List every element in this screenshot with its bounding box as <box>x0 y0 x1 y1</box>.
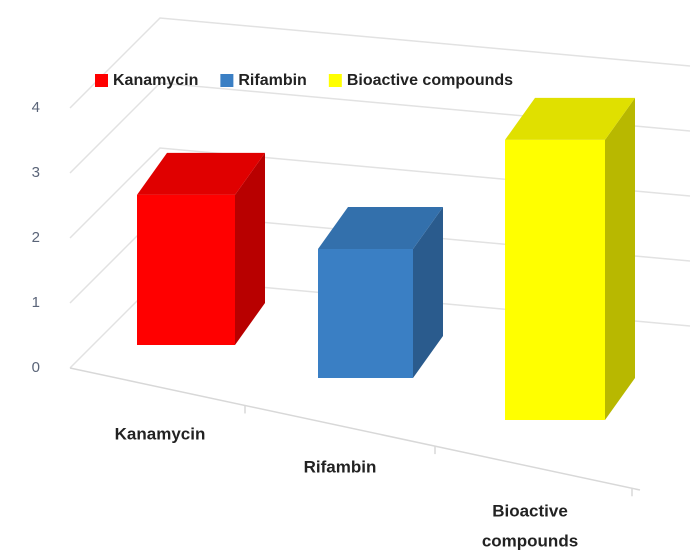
legend-label: Kanamycin <box>113 72 198 89</box>
bar-side <box>605 97 635 420</box>
bar-side <box>235 152 265 345</box>
legend-label: Bioactive compounds <box>347 72 513 89</box>
bar <box>505 139 605 421</box>
bar-side <box>413 207 443 378</box>
y-tick-label: 2 <box>32 229 40 246</box>
y-tick-label: 1 <box>32 294 40 311</box>
legend-swatch <box>220 74 234 87</box>
bar-top <box>505 97 635 140</box>
y-tick-label: 0 <box>32 359 40 376</box>
y-tick-label: 4 <box>32 99 40 116</box>
bar <box>137 194 235 345</box>
legend-label: Rifambin <box>238 72 306 89</box>
grid-line <box>69 82 691 174</box>
grid-line <box>69 17 691 109</box>
legend-swatch <box>95 74 108 87</box>
floor-line <box>69 367 641 491</box>
x-tick-label: compounds <box>482 531 578 550</box>
x-tick-label: Bioactive <box>492 501 568 520</box>
x-tick-label: Kanamycin <box>115 424 206 443</box>
bar-top <box>318 207 443 250</box>
y-tick-label: 3 <box>32 164 40 181</box>
bar-top <box>137 152 265 195</box>
x-tick-label: Rifambin <box>304 457 377 476</box>
legend-swatch <box>328 74 342 87</box>
bar <box>318 249 413 378</box>
